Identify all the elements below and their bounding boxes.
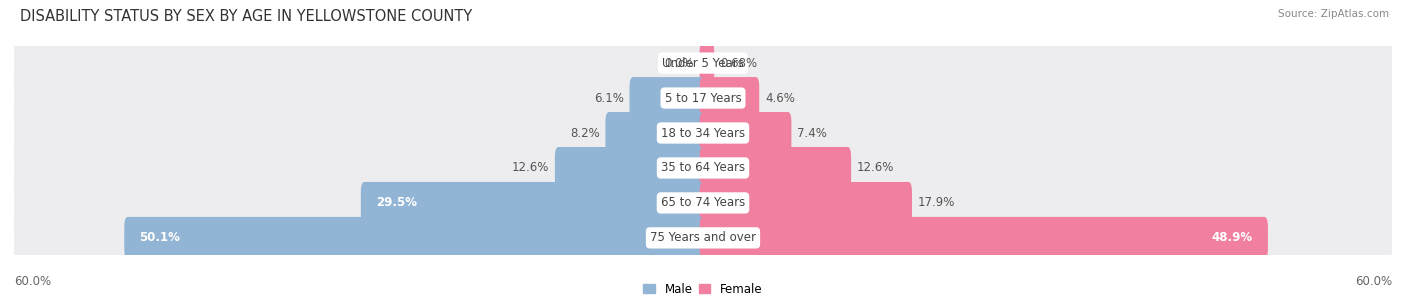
Text: 8.2%: 8.2% [569, 126, 599, 140]
Text: 12.6%: 12.6% [512, 161, 550, 174]
Text: 65 to 74 Years: 65 to 74 Years [661, 196, 745, 209]
Text: 0.0%: 0.0% [664, 57, 693, 70]
Text: 4.6%: 4.6% [765, 92, 794, 105]
Text: Source: ZipAtlas.com: Source: ZipAtlas.com [1278, 9, 1389, 19]
FancyBboxPatch shape [606, 112, 706, 154]
Text: 48.9%: 48.9% [1212, 231, 1253, 244]
FancyBboxPatch shape [700, 77, 759, 119]
FancyBboxPatch shape [361, 182, 706, 224]
Text: 0.68%: 0.68% [720, 57, 756, 70]
Legend: Male, Female: Male, Female [644, 283, 762, 295]
Text: 5 to 17 Years: 5 to 17 Years [665, 92, 741, 105]
Text: 18 to 34 Years: 18 to 34 Years [661, 126, 745, 140]
FancyBboxPatch shape [700, 112, 792, 154]
FancyBboxPatch shape [14, 141, 1392, 195]
FancyBboxPatch shape [630, 77, 706, 119]
FancyBboxPatch shape [555, 147, 706, 189]
FancyBboxPatch shape [700, 147, 851, 189]
FancyBboxPatch shape [700, 42, 714, 84]
FancyBboxPatch shape [14, 106, 1392, 160]
Text: 75 Years and over: 75 Years and over [650, 231, 756, 244]
FancyBboxPatch shape [700, 182, 912, 224]
Text: 6.1%: 6.1% [593, 92, 624, 105]
FancyBboxPatch shape [124, 217, 706, 259]
Text: 17.9%: 17.9% [918, 196, 955, 209]
FancyBboxPatch shape [14, 211, 1392, 264]
Text: DISABILITY STATUS BY SEX BY AGE IN YELLOWSTONE COUNTY: DISABILITY STATUS BY SEX BY AGE IN YELLO… [20, 9, 472, 24]
FancyBboxPatch shape [14, 176, 1392, 230]
Text: 60.0%: 60.0% [14, 275, 51, 288]
FancyBboxPatch shape [700, 217, 1268, 259]
Text: 7.4%: 7.4% [797, 126, 827, 140]
Text: 60.0%: 60.0% [1355, 275, 1392, 288]
FancyBboxPatch shape [14, 71, 1392, 125]
Text: 29.5%: 29.5% [375, 196, 416, 209]
FancyBboxPatch shape [14, 36, 1392, 90]
Text: 50.1%: 50.1% [139, 231, 180, 244]
Text: 12.6%: 12.6% [856, 161, 894, 174]
Text: 35 to 64 Years: 35 to 64 Years [661, 161, 745, 174]
Text: Under 5 Years: Under 5 Years [662, 57, 744, 70]
